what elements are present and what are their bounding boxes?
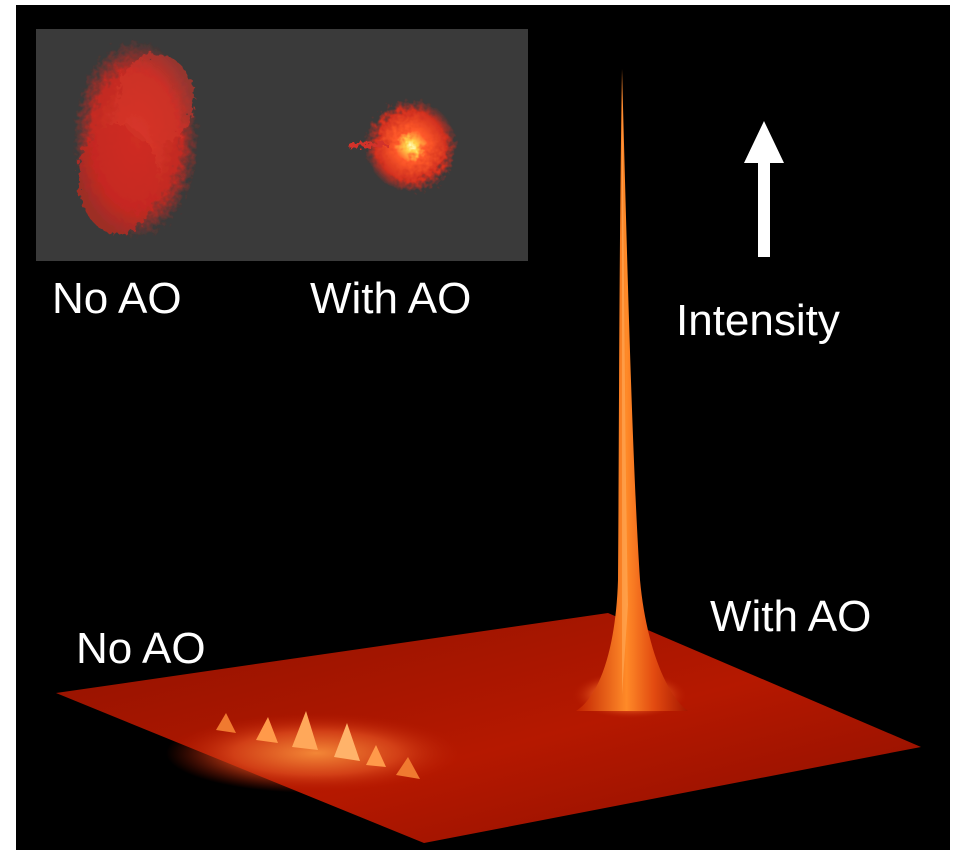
with-ao-peak xyxy=(572,69,688,719)
plot-label-no-ao: No AO xyxy=(76,624,206,673)
intensity-surface-plot xyxy=(56,69,921,843)
inset-label-with-ao: With AO xyxy=(310,274,472,323)
inset-images-panel xyxy=(36,29,528,261)
intensity-arrow-icon xyxy=(744,121,784,257)
figure-stage: No AO With AO Intensity xyxy=(16,5,950,850)
no-ao-peaks xyxy=(166,711,466,793)
surface-plane xyxy=(56,613,921,843)
inset-svg xyxy=(74,41,457,237)
plot-label-with-ao: With AO xyxy=(710,592,872,641)
intensity-axis-label: Intensity xyxy=(676,296,840,345)
inset-label-no-ao: No AO xyxy=(52,274,182,323)
no-ao-speckle-image xyxy=(74,41,198,237)
with-ao-compact-image xyxy=(348,100,457,192)
